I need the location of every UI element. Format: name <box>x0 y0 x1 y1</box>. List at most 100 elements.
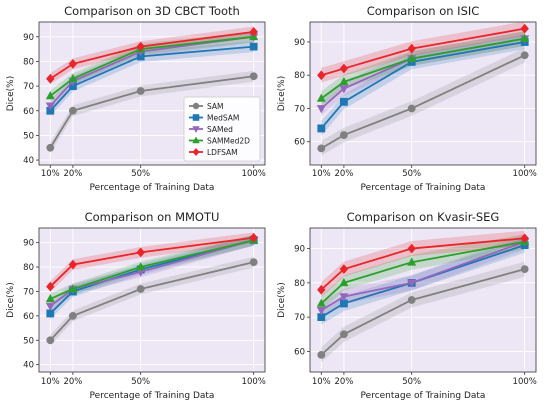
plot-frame <box>38 21 266 166</box>
series-line <box>49 35 254 107</box>
data-point <box>339 77 349 86</box>
data-point <box>316 306 326 316</box>
x-tick-label: 50% <box>402 169 421 179</box>
data-point <box>46 281 55 292</box>
series-line <box>49 35 254 97</box>
data-point <box>249 27 258 37</box>
data-point <box>407 53 417 62</box>
data-point <box>317 124 326 133</box>
data-point <box>45 91 55 100</box>
data-point <box>520 33 530 42</box>
x-tick-label: 50% <box>402 377 421 387</box>
data-point <box>407 104 416 113</box>
y-tick-label: 70 <box>23 82 34 92</box>
y-tick-label: 70 <box>294 313 305 323</box>
series-band <box>321 31 525 106</box>
data-point <box>407 257 417 266</box>
data-point <box>520 51 529 60</box>
series-line <box>320 237 525 291</box>
x-axis-label: Percentage of Training Data <box>90 183 215 193</box>
series-line <box>320 240 525 305</box>
data-point <box>136 247 145 258</box>
data-point <box>339 63 349 74</box>
y-tick-label: 60 <box>23 107 34 117</box>
y-tick-label: 80 <box>23 263 34 273</box>
panel-1: 40 50 60 70 80 90 10% 20% 50% 100% Comparison on 3… <box>6 4 266 193</box>
y-tick-label: 80 <box>294 71 305 81</box>
plot-frame <box>309 227 537 373</box>
data-point <box>45 302 55 311</box>
series-line <box>320 268 525 356</box>
data-point <box>45 102 55 111</box>
data-point <box>340 330 348 339</box>
y-tick-label: 50 <box>23 336 34 346</box>
panel-2: 60 70 80 90 10% 20% 50% 100% Comparison on ISIC P… <box>277 4 537 193</box>
series-line <box>49 45 254 112</box>
series-line <box>321 27 525 77</box>
series-band <box>321 261 525 363</box>
data-point <box>339 85 349 94</box>
data-point <box>68 284 78 293</box>
legend-marker <box>192 126 200 134</box>
data-point <box>340 97 348 106</box>
data-point <box>317 313 326 322</box>
data-point <box>520 233 529 244</box>
chart-title: Comparison on MMOTU <box>85 210 220 224</box>
x-tick-label: 20% <box>334 169 353 179</box>
data-point <box>340 131 348 139</box>
x-tick-label: 20% <box>334 377 353 387</box>
series-band <box>50 234 254 319</box>
data-point <box>46 73 55 84</box>
series-line <box>49 75 254 149</box>
data-point <box>136 262 146 271</box>
x-tick-label: 20% <box>63 169 82 179</box>
legend-entry: SAMed <box>207 125 233 134</box>
data-point <box>136 285 145 293</box>
legend-entry: LDFSAM <box>207 148 238 157</box>
y-tick-label: 60 <box>294 347 305 357</box>
data-point <box>46 309 55 318</box>
y-tick-label: 90 <box>294 245 305 255</box>
data-point <box>339 278 349 287</box>
x-tick-label: 10% <box>41 377 60 387</box>
data-point <box>317 350 326 359</box>
plot-frame <box>309 21 537 166</box>
x-tick-label: 50% <box>131 169 150 179</box>
y-axis-label: Dice(%) <box>6 76 16 112</box>
series-band <box>321 21 525 83</box>
data-point <box>69 106 77 115</box>
y-tick-label: 40 <box>23 361 34 371</box>
legend-marker <box>192 136 200 144</box>
series-line <box>49 261 254 341</box>
x-tick-label: 100% <box>513 169 537 179</box>
series-band <box>50 26 254 85</box>
y-tick-label: 40 <box>23 156 34 166</box>
y-tick-label: 80 <box>23 57 34 67</box>
series-band <box>321 230 525 298</box>
data-point <box>46 336 55 345</box>
legend-marker <box>192 102 200 110</box>
data-point <box>249 72 258 81</box>
data-point <box>520 265 529 274</box>
data-point <box>340 299 348 308</box>
y-tick-label: 60 <box>294 138 305 148</box>
data-point <box>317 284 326 295</box>
series-band <box>50 232 254 292</box>
data-point <box>69 311 77 320</box>
data-point <box>317 70 326 81</box>
y-tick-label: 70 <box>294 104 305 114</box>
y-axis-label: Dice(%) <box>277 282 287 318</box>
series-band <box>50 256 254 346</box>
chart-title: Comparison on Kvasir-SEG <box>347 210 500 224</box>
data-point <box>520 23 529 34</box>
y-axis-label: Dice(%) <box>277 76 287 112</box>
x-tick-label: 10% <box>312 377 331 387</box>
legend: SAM MedSAM SAMed SAMMed2D LDFSAM <box>183 96 261 162</box>
plot-background <box>39 228 265 372</box>
data-point <box>316 93 326 102</box>
y-tick-label: 50 <box>23 131 34 141</box>
series-line <box>49 239 254 307</box>
x-axis-label: Percentage of Training Data <box>361 183 486 193</box>
data-point <box>45 293 55 303</box>
data-point <box>407 279 417 288</box>
